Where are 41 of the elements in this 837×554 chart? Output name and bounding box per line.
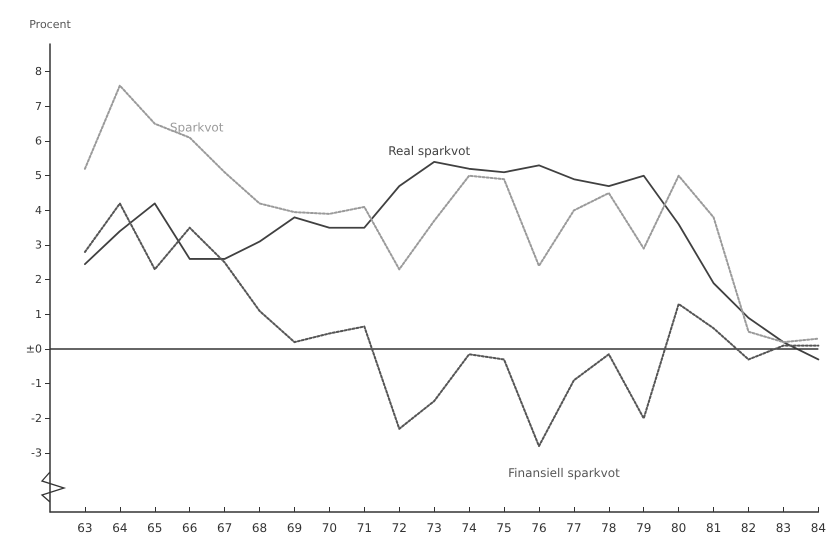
series-label: Sparkvot (170, 120, 224, 135)
line-series (84, 160, 820, 360)
y-tick-label: -1 (31, 377, 42, 390)
y-tick-label: 4 (35, 204, 42, 217)
y-tick-label: 5 (35, 169, 42, 182)
x-tick-label: 67 (216, 521, 232, 535)
x-tick-label: 63 (77, 521, 93, 535)
y-tick-label: -3 (31, 446, 42, 460)
x-tick-label: 65 (147, 521, 162, 535)
x-tick-label: 77 (566, 521, 582, 535)
series-label: Real sparkvot (388, 144, 470, 158)
x-tick-label: 75 (496, 521, 512, 535)
x-tick-label: 73 (426, 521, 442, 535)
y-axis-title: Procent (29, 18, 72, 31)
y-tick-label: 6 (35, 134, 42, 148)
x-tick-label: 81 (706, 521, 722, 535)
y-tick-label: 2 (35, 273, 42, 286)
y-tick-label: -2 (31, 412, 42, 425)
text: Finansiell sparkvot (508, 466, 620, 480)
y-tick-label: 3 (35, 238, 42, 252)
x-tick-label: 80 (671, 521, 686, 535)
y-tick-label: ±0 (26, 342, 42, 356)
x-tick-label: 64 (112, 521, 128, 535)
x-tick-label: 78 (601, 521, 616, 535)
x-tick-label: 68 (252, 521, 268, 535)
x-tick-label: 83 (776, 521, 792, 535)
x-tick-label: 74 (461, 521, 477, 535)
x-tick-label: 76 (531, 521, 547, 535)
line-series (84, 202, 820, 448)
x-tick-label: 69 (286, 521, 302, 535)
x-tick-label: 84 (810, 521, 826, 535)
line-series (84, 84, 820, 344)
x-tick-label: 72 (392, 521, 407, 535)
x-tick-label: 70 (322, 521, 338, 535)
x-tick-label: 66 (182, 521, 198, 535)
x-tick-label: 71 (356, 521, 372, 535)
y-tick-label: 7 (35, 100, 42, 113)
y-tick-label: 1 (35, 308, 42, 321)
x-tick-label: 79 (636, 521, 652, 535)
y-tick-label: 8 (35, 65, 42, 78)
x-tick-label: 82 (740, 521, 756, 535)
